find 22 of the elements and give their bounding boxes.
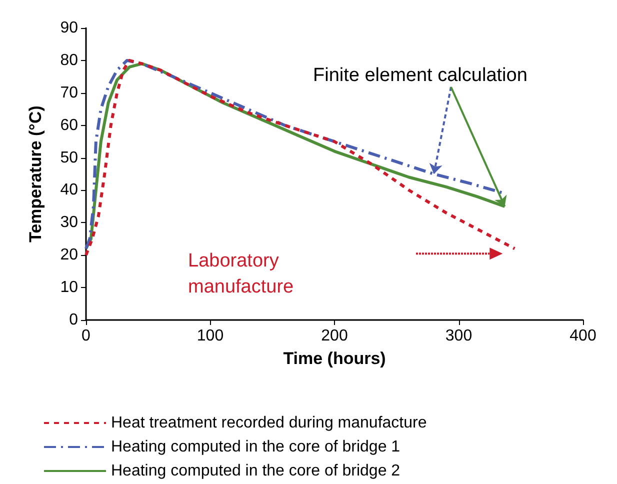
y-tick-label: 30: [60, 214, 78, 232]
y-tick-label: 60: [60, 116, 78, 134]
x-axis-title: Time (hours): [283, 349, 386, 368]
y-tick-label: 0: [69, 312, 78, 328]
y-tick-label: 90: [60, 20, 78, 36]
x-tick-label: 400: [570, 328, 596, 344]
annotation: Finite element calculation: [313, 65, 528, 86]
y-tick-label: 50: [60, 149, 78, 166]
y-tick-label: 70: [60, 84, 78, 102]
legend-label: Heating computed in the core of bridge 1: [111, 438, 400, 456]
x-tick-label: 0: [82, 328, 91, 344]
y-tick-label: 10: [60, 279, 78, 296]
legend-label: Heat treatment recorded during manufacture: [111, 414, 427, 432]
y-axis-title: Temperature (°C): [26, 106, 45, 242]
y-tick-label: 80: [60, 52, 78, 69]
x-tick-label: 100: [196, 328, 224, 344]
legend-label: Heating computed in the core of bridge 2: [111, 462, 400, 480]
annotation: Laboratory manufacture: [188, 250, 294, 298]
x-tick-label: 200: [321, 328, 348, 344]
y-tick-label: 20: [60, 246, 78, 264]
y-tick-label: 40: [60, 182, 78, 199]
x-tick-label: 300: [445, 328, 472, 344]
